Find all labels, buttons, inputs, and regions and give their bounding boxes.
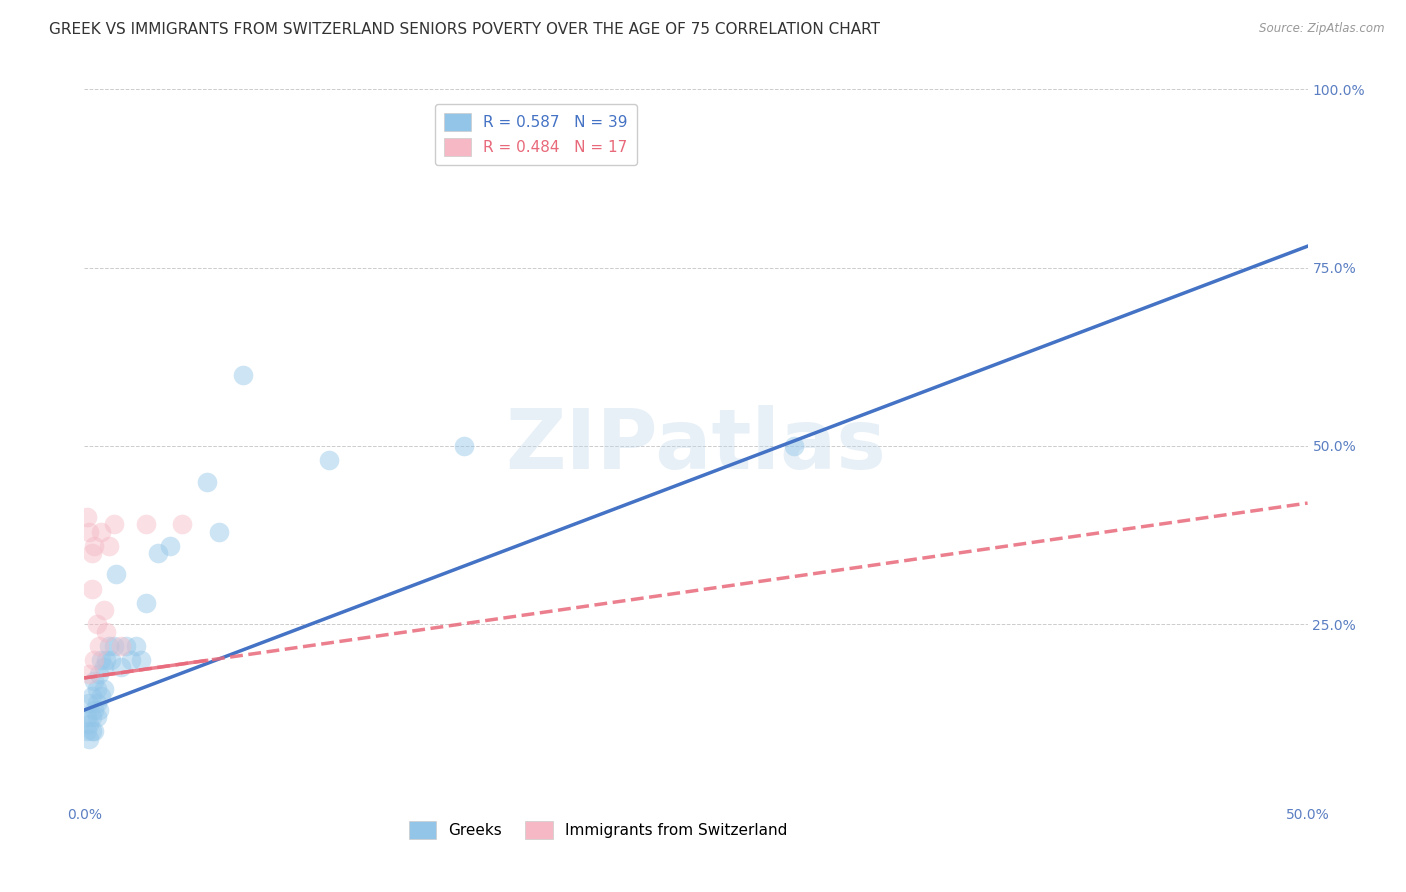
- Point: [90, 524, 112, 539]
- Point: [86, 696, 108, 710]
- Point: [453, 439, 475, 453]
- Point: [103, 517, 125, 532]
- Point: [129, 653, 152, 667]
- Point: [135, 517, 157, 532]
- Point: [110, 660, 132, 674]
- Text: GREEK VS IMMIGRANTS FROM SWITZERLAND SENIORS POVERTY OVER THE AGE OF 75 CORRELAT: GREEK VS IMMIGRANTS FROM SWITZERLAND SEN…: [49, 22, 880, 37]
- Text: ZIPatlas: ZIPatlas: [506, 406, 886, 486]
- Point: [105, 567, 128, 582]
- Point: [96, 653, 118, 667]
- Point: [90, 653, 112, 667]
- Point: [87, 667, 110, 681]
- Point: [87, 639, 110, 653]
- Point: [86, 681, 108, 696]
- Point: [80, 582, 103, 596]
- Point: [115, 639, 138, 653]
- Point: [83, 703, 105, 717]
- Point: [83, 674, 105, 689]
- Point: [86, 710, 108, 724]
- Point: [77, 667, 100, 681]
- Text: Source: ZipAtlas.com: Source: ZipAtlas.com: [1260, 22, 1385, 36]
- Point: [232, 368, 254, 382]
- Point: [120, 653, 142, 667]
- Point: [97, 539, 120, 553]
- Point: [146, 546, 169, 560]
- Point: [96, 624, 118, 639]
- Point: [110, 639, 132, 653]
- Point: [100, 653, 122, 667]
- Point: [77, 731, 100, 746]
- Point: [77, 524, 100, 539]
- Point: [97, 639, 120, 653]
- Point: [90, 689, 112, 703]
- Point: [93, 681, 115, 696]
- Point: [86, 617, 108, 632]
- Point: [172, 517, 194, 532]
- Point: [76, 710, 98, 724]
- Point: [159, 539, 181, 553]
- Point: [195, 475, 218, 489]
- Point: [208, 524, 231, 539]
- Legend: Greeks, Immigrants from Switzerland: Greeks, Immigrants from Switzerland: [402, 815, 793, 845]
- Point: [77, 696, 100, 710]
- Point: [80, 724, 103, 739]
- Point: [83, 653, 105, 667]
- Point: [76, 510, 98, 524]
- Point: [125, 639, 148, 653]
- Point: [76, 724, 98, 739]
- Point: [87, 703, 110, 717]
- Point: [318, 453, 340, 467]
- Point: [93, 660, 115, 674]
- Point: [77, 717, 100, 731]
- Point: [80, 689, 103, 703]
- Point: [83, 724, 105, 739]
- Point: [103, 639, 125, 653]
- Point: [83, 539, 105, 553]
- Point: [80, 710, 103, 724]
- Point: [135, 596, 157, 610]
- Point: [783, 439, 806, 453]
- Point: [80, 546, 103, 560]
- Point: [93, 603, 115, 617]
